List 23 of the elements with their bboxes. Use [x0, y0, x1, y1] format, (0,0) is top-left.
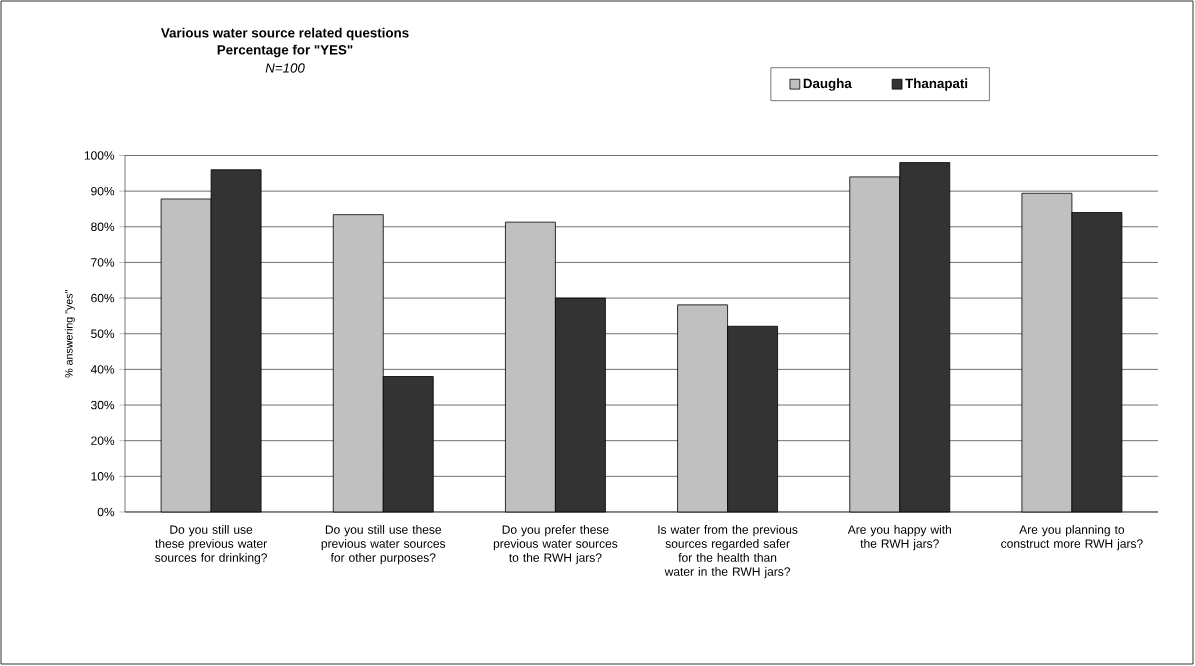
- x-tick-label: Are you happy with the RWH jars?: [847, 525, 951, 551]
- x-tick-label: Are you planning to construct more RWH jars?: [1001, 525, 1143, 551]
- x-tick-label: Do you still use these previous water sources for drinking?: [155, 525, 267, 565]
- x-tick-label: Do you prefer these previous water sources to the RWH jars?: [493, 525, 618, 565]
- y-axis-title: % answering "yes": [64, 290, 75, 378]
- y-tick-label: 60%: [91, 293, 115, 303]
- legend-label: Thanapati: [905, 78, 968, 91]
- y-tick-label: 30%: [91, 400, 115, 410]
- legend-label: Daugha: [803, 78, 852, 91]
- y-tick-label: 50%: [91, 329, 115, 338]
- y-tick-label: 90%: [91, 186, 115, 196]
- y-tick-label: 20%: [91, 436, 115, 445]
- text: N=100: [265, 63, 305, 73]
- y-tick-label: 70%: [91, 258, 115, 267]
- y-tick-label: 10%: [91, 472, 115, 481]
- x-tick-label: Do you still use these previous water sources for other purposes?: [321, 525, 446, 565]
- chart-subtitle: Percentage for "YES": [217, 44, 353, 58]
- y-tick-label: 80%: [91, 222, 115, 232]
- y-tick-label: 40%: [90, 365, 115, 374]
- y-tick-label: 0%: [97, 507, 115, 517]
- chart-title: Various water source related questions: [160, 27, 409, 41]
- y-tick-label: 100%: [84, 151, 115, 160]
- x-tick-label: Is water from the previous sources regarded safer for the health than water in the RWH jars?: [658, 525, 798, 579]
